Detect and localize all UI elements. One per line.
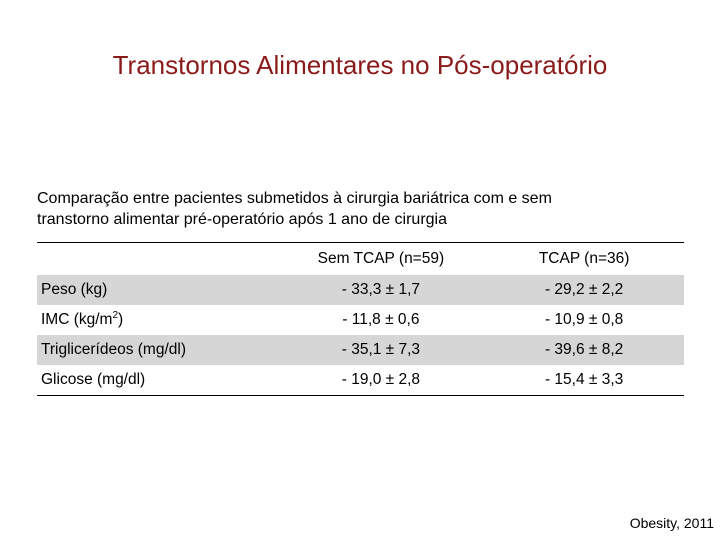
table-row: Peso (kg) - 33,3 ± 1,7 - 29,2 ± 2,2 [37,275,684,305]
slide-title: Transtornos Alimentares no Pós-operatóri… [112,50,608,80]
tcap-value: - 15,4 ± 3,3 [544,371,624,388]
row-label-superscript: 2 [112,309,119,321]
comparison-table: Sem TCAP (n=59) TCAP (n=36) Peso (kg) - … [37,242,684,396]
row-label-end: ) [118,311,124,328]
table-row: Triglicerídeos (mg/dl) - 35,1 ± 7,3 - 39… [37,335,684,365]
row-label-base: IMC (kg/m [41,311,113,328]
header-cell-tcap: TCAP (n=36) [538,250,630,267]
tcap-value: - 29,2 ± 2,2 [544,281,624,298]
table-row: IMC (kg/m2) - 11,8 ± 0,6 - 10,9 ± 0,8 [37,305,684,335]
sem-tcap-value: - 33,3 ± 1,7 [341,281,421,298]
tcap-value: - 39,6 ± 8,2 [544,341,624,358]
caption-line-2: transtorno alimentar pré-operatório após… [37,211,448,228]
caption-line-1: Comparação entre pacientes submetidos à … [37,190,552,207]
table-row: Glicose (mg/dl) - 19,0 ± 2,8 - 15,4 ± 3,… [37,365,684,395]
table-caption: Comparação entre pacientes submetidos à … [37,188,677,230]
sem-tcap-value: - 35,1 ± 7,3 [341,341,421,358]
row-label: Triglicerídeos (mg/dl) [41,341,186,358]
tcap-value: - 10,9 ± 0,8 [544,311,624,328]
sem-tcap-value: - 19,0 ± 2,8 [341,371,421,388]
table-header-row: Sem TCAP (n=59) TCAP (n=36) [37,243,684,275]
row-label: Peso (kg) [41,281,108,298]
header-cell-sem-tcap: Sem TCAP (n=59) [317,250,445,267]
source-citation: Obesity, 2011 [629,515,714,531]
sem-tcap-value: - 11,8 ± 0,6 [342,311,420,328]
row-label: IMC (kg/m2) [37,309,278,329]
row-label: Glicose (mg/dl) [41,371,146,388]
